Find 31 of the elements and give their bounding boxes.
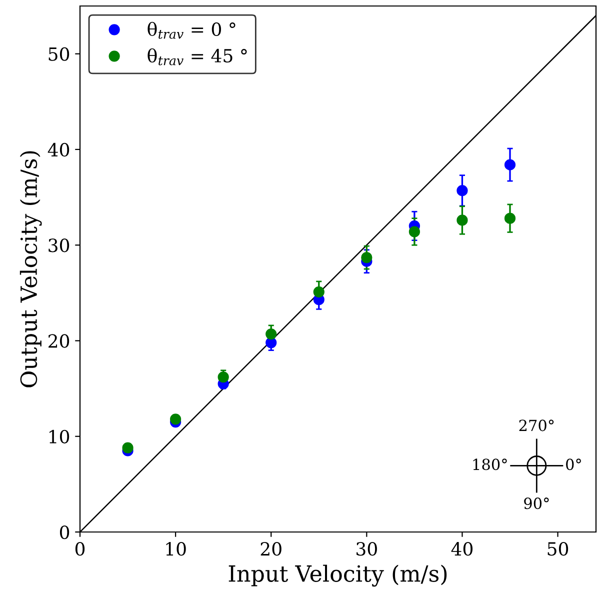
y-tick-label: 20 bbox=[48, 334, 70, 348]
x-tick-label: 0 bbox=[75, 542, 85, 556]
y-tick-label: 40 bbox=[48, 142, 70, 157]
y-tick-label: 0 bbox=[60, 525, 70, 540]
annotation: 270° bbox=[519, 420, 554, 432]
annotation: 90° bbox=[524, 498, 549, 510]
point bbox=[170, 414, 182, 425]
legend-label: θ$_{trav}$ = 45 ° bbox=[148, 48, 247, 66]
point bbox=[456, 185, 468, 196]
x-tick-label: 50 bbox=[548, 542, 568, 556]
point bbox=[504, 212, 516, 224]
point bbox=[361, 252, 372, 264]
point bbox=[504, 159, 516, 170]
x-axis-title: Input Velocity (m/s) bbox=[228, 564, 447, 587]
x-tick-label: 30 bbox=[356, 542, 377, 556]
point bbox=[456, 214, 468, 226]
point bbox=[313, 286, 324, 298]
x-tick-label: 20 bbox=[260, 542, 282, 556]
annotation: 180° bbox=[473, 458, 507, 470]
legend-label: θ$_{trav}$ = 0 ° bbox=[148, 22, 236, 39]
point bbox=[218, 372, 229, 383]
point bbox=[408, 226, 420, 238]
point bbox=[122, 442, 134, 454]
x-tick-label: 10 bbox=[166, 542, 186, 556]
y-tick-label: 50 bbox=[48, 47, 70, 61]
y-tick-label: 30 bbox=[48, 238, 70, 252]
x-tick-label: 40 bbox=[451, 542, 473, 556]
y-axis-title: Output Velocity (m/s) bbox=[20, 151, 42, 388]
point bbox=[266, 328, 277, 340]
annotation: 0° bbox=[566, 458, 581, 470]
y-tick-label: 10 bbox=[50, 430, 70, 444]
